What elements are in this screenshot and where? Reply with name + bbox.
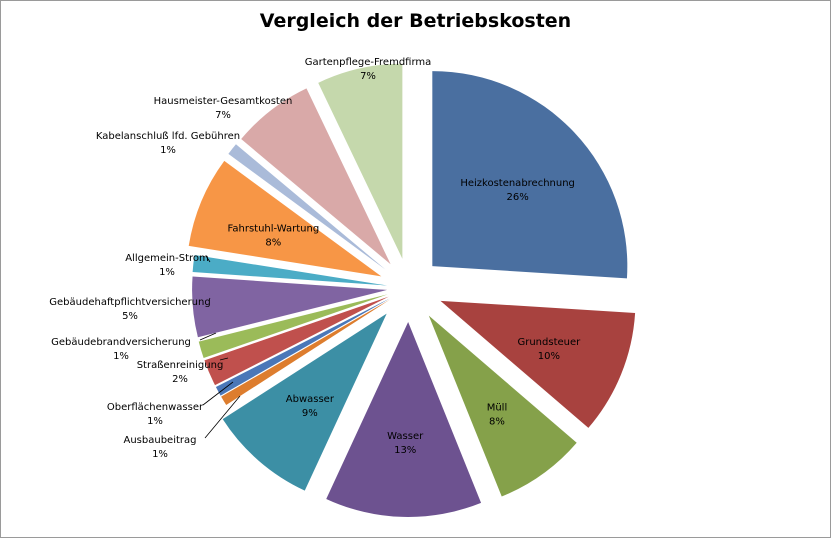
slice-label: Fahrstuhl-Wartung 8% xyxy=(228,223,320,248)
slice-percent: 1% xyxy=(113,351,129,362)
slice-label: Allgemein-Strom 1% xyxy=(125,253,209,278)
slice-name: Abwasser xyxy=(286,394,335,405)
slice-percent: 7% xyxy=(360,71,376,82)
slice-name: Kabelanschluß lfd. Gebühren xyxy=(96,131,240,142)
slice-percent: 7% xyxy=(215,110,231,121)
slice-name: Gebäudebrandversicherung xyxy=(51,337,191,348)
slice-label: Gebäudehaftpflichtversicherung 5% xyxy=(49,297,210,322)
slice-name: Hausmeister-Gesamtkosten xyxy=(154,96,293,107)
pie-slice-abwasser xyxy=(222,313,387,491)
leader-line xyxy=(199,332,217,341)
slice-label: Gebäudebrandversicherung 1% xyxy=(51,337,191,362)
slice-name: Ausbaubeitrag xyxy=(124,435,197,446)
pie-slice-allgemein-strom xyxy=(192,255,388,286)
slice-percent: 1% xyxy=(152,449,168,460)
pie-slice-hausmeister-gesamtkosten xyxy=(241,88,391,265)
slice-percent: 2% xyxy=(172,374,188,385)
slice-percent: 10% xyxy=(538,351,560,362)
pie-slice-kabelanschluß-lfd-gebühren xyxy=(228,144,386,270)
slice-percent: 1% xyxy=(160,145,176,156)
slice-name: Straßenreinigung xyxy=(137,360,224,371)
slice-percent: 8% xyxy=(489,417,505,428)
slice-label: Wasser 13% xyxy=(387,431,424,456)
pie-slice-heizkostenabrechnung xyxy=(432,71,628,279)
slice-name: Allgemein-Strom xyxy=(125,253,209,264)
pie-slice-straßenreinigung xyxy=(204,296,389,386)
pie-slice-oberflächenwasser xyxy=(215,298,390,396)
leader-line xyxy=(204,395,241,439)
slice-percent: 9% xyxy=(302,408,318,419)
slice-name: Grundsteuer xyxy=(517,337,581,348)
slice-percent: 26% xyxy=(506,192,528,203)
slice-label: Ausbaubeitrag 1% xyxy=(124,435,197,460)
slice-name: Wasser xyxy=(387,431,424,442)
slice-percent: 1% xyxy=(147,416,163,427)
pie-slice-fahrstuhl-wartung xyxy=(188,160,382,277)
slice-name: Gebäudehaftpflichtversicherung xyxy=(49,297,210,308)
pie-slice-gebäudehaftpflichtversicherung xyxy=(192,276,388,338)
slice-name: Gartenpflege-Fremdfirma xyxy=(305,57,432,68)
pie-slice-wasser xyxy=(326,321,482,517)
slice-label: Abwasser 9% xyxy=(286,394,335,419)
slice-name: Heizkostenabrechnung xyxy=(460,178,575,189)
slice-label: Oberflächenwasser 1% xyxy=(107,402,204,427)
slice-name: Oberflächenwasser xyxy=(107,402,204,413)
chart-title: Vergleich der Betriebskosten xyxy=(259,10,572,32)
slice-label: Gartenpflege-Fremdfirma 7% xyxy=(305,57,432,82)
pie-slice-grundsteuer xyxy=(440,300,636,428)
slice-percent: 1% xyxy=(159,267,175,278)
slice-percent: 5% xyxy=(122,311,138,322)
leader-line xyxy=(219,357,229,361)
pie-slice-müll xyxy=(428,315,577,497)
pie-slice-gebäudebrandversicherung xyxy=(198,294,388,359)
slice-name: Fahrstuhl-Wartung xyxy=(228,223,320,234)
slice-label: Straßenreinigung 2% xyxy=(137,360,224,385)
pie-slice-ausbaubeitrag xyxy=(221,299,391,405)
slice-label: Hausmeister-Gesamtkosten 7% xyxy=(154,96,293,121)
leader-line xyxy=(208,297,211,301)
slice-percent: 13% xyxy=(394,445,416,456)
slice-percent: 8% xyxy=(265,237,281,248)
slice-label: Müll 8% xyxy=(487,403,508,428)
leader-line xyxy=(202,381,234,406)
slice-label: Kabelanschluß lfd. Gebühren 1% xyxy=(96,131,240,156)
pie-slice-gartenpflege-fremdfirma xyxy=(318,63,403,259)
slice-label: Heizkostenabrechnung 26% xyxy=(460,178,575,203)
slice-label: Grundsteuer 10% xyxy=(517,337,581,362)
slice-name: Müll xyxy=(487,403,508,414)
leader-line xyxy=(205,255,211,263)
